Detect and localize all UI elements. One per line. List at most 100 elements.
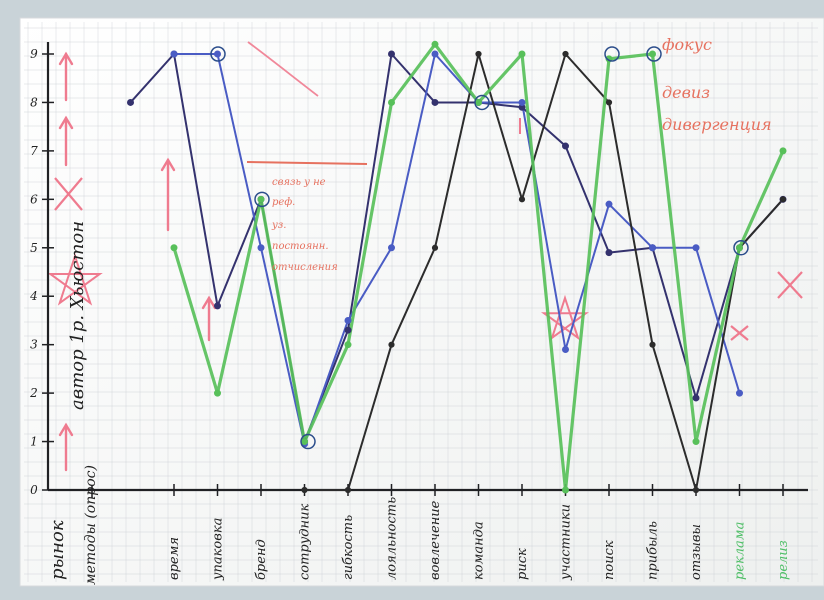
note-2: уз. bbox=[271, 220, 286, 231]
series-2-point-10 bbox=[562, 50, 569, 58]
y-tick-label-0: 0 bbox=[30, 483, 38, 497]
series-1-point-1 bbox=[170, 50, 178, 58]
x-tick-label-9: участники bbox=[559, 504, 574, 581]
series-0-point-5 bbox=[344, 326, 352, 334]
highlight-ring-2 bbox=[300, 433, 316, 450]
x-tick-label-2: бренд bbox=[254, 539, 269, 580]
x-tick-label-14: релиз bbox=[776, 540, 791, 580]
highlight-ring-6 bbox=[733, 240, 749, 256]
series-2-point-11 bbox=[605, 99, 613, 106]
series-3-point-9 bbox=[518, 50, 526, 58]
series-line-0 bbox=[129, 53, 784, 443]
sketch-arrowhead-4 bbox=[201, 295, 217, 310]
series-3-point-3 bbox=[257, 195, 265, 203]
highlight-ring-5 bbox=[646, 46, 662, 62]
series-2-point-8 bbox=[475, 50, 482, 58]
series-0-point-11 bbox=[605, 249, 613, 257]
y-tick-label-1: 1 bbox=[30, 435, 38, 449]
y-tick-label-9: 9 bbox=[30, 47, 38, 61]
series-3-point-15 bbox=[779, 147, 787, 155]
sketch-arrowhead-1 bbox=[58, 51, 74, 66]
x-tick-label-11: прибыль bbox=[646, 521, 661, 580]
legend-item-1: девиз bbox=[662, 83, 710, 102]
series-2-point-9 bbox=[518, 196, 526, 203]
grid bbox=[24, 22, 818, 582]
series-1-point-6 bbox=[388, 244, 395, 252]
x-tick-label-13: реклама bbox=[733, 522, 748, 580]
sketch-cross-b-0 bbox=[54, 177, 83, 211]
series-3-point-12 bbox=[649, 50, 656, 58]
x-tick-label-10: поиск bbox=[602, 540, 617, 580]
y-tick-label-3: 3 bbox=[30, 338, 38, 352]
y-axis-note: автор 1р. Хьюстон bbox=[67, 221, 88, 410]
series-3-point-1 bbox=[170, 244, 178, 252]
series-3-point-2 bbox=[214, 389, 221, 397]
sketch-note-scribble bbox=[247, 41, 319, 97]
note-4: отчисления bbox=[272, 262, 338, 273]
series-2-point-4 bbox=[301, 486, 308, 494]
series-1-point-10 bbox=[562, 346, 569, 354]
x-tick-label-0: время bbox=[167, 537, 182, 580]
note-3: постоянн. bbox=[272, 241, 329, 252]
series-1-point-14 bbox=[736, 389, 743, 397]
sketch-arrowhead-0 bbox=[58, 422, 74, 437]
lead-label-1: методы (опрос) bbox=[83, 465, 99, 585]
series-0-point-2 bbox=[214, 302, 221, 310]
y-tick-label-2: 2 bbox=[29, 386, 38, 400]
series-1-point-5 bbox=[344, 316, 352, 324]
series-1-point-9 bbox=[518, 98, 526, 106]
series-line-1 bbox=[173, 53, 741, 445]
x-tick-label-6: вовлечение bbox=[428, 500, 443, 580]
x-tick-label-12: отзывы bbox=[689, 524, 704, 580]
note-0: связь у не bbox=[272, 177, 326, 188]
highlight-ring-3 bbox=[474, 94, 490, 111]
series-2-point-7 bbox=[431, 244, 439, 251]
series-3-point-10 bbox=[562, 486, 569, 494]
sketch-arrowhead-3 bbox=[160, 157, 176, 172]
sketch-marks bbox=[47, 41, 803, 472]
series-1-point-12 bbox=[649, 244, 656, 252]
series-2-point-12 bbox=[649, 341, 656, 348]
series-0-point-0 bbox=[127, 98, 134, 106]
x-tick-label-7: команда bbox=[472, 521, 487, 580]
series-0-point-7 bbox=[431, 98, 439, 106]
x-tick-label-1: упаковка bbox=[211, 518, 226, 581]
legend-item-0: фокус bbox=[662, 35, 712, 54]
lead-label-0: рынок bbox=[47, 520, 68, 580]
series-1-point-7 bbox=[431, 50, 439, 58]
y-tick-label-6: 6 bbox=[30, 192, 38, 206]
sketch-star-left bbox=[47, 252, 103, 306]
sketch-arrowhead-2 bbox=[58, 115, 74, 130]
series-0-point-13 bbox=[692, 394, 700, 402]
series-3-point-8 bbox=[475, 98, 482, 106]
y-tick-label-5: 5 bbox=[30, 241, 38, 255]
series-1-point-2 bbox=[214, 50, 221, 58]
series-3-point-4 bbox=[301, 438, 308, 446]
sketch-star-mid bbox=[540, 294, 590, 341]
y-tick-label-4: 4 bbox=[29, 289, 38, 303]
series-2-point-5 bbox=[344, 486, 352, 494]
series-points bbox=[127, 40, 787, 494]
note-1: реф. bbox=[272, 197, 295, 208]
series-1-point-11 bbox=[605, 200, 613, 208]
series-2-point-15 bbox=[779, 196, 787, 203]
x-tick-label-4: гибкость bbox=[341, 515, 356, 580]
highlight-ring-4 bbox=[604, 46, 620, 62]
series-1-point-3 bbox=[257, 244, 265, 252]
y-tick-label-7: 7 bbox=[30, 144, 38, 158]
series-3-point-5 bbox=[344, 341, 352, 349]
highlight-ring-1 bbox=[254, 191, 270, 208]
series-2-point-13 bbox=[692, 486, 700, 494]
y-tick-label-8: 8 bbox=[30, 95, 38, 109]
series-line-2 bbox=[303, 53, 784, 491]
labels: 0 1 2 3 4 5 6 7 8 9 время упаковка бренд сотрудник гиб… bbox=[29, 47, 791, 581]
series-3-point-6 bbox=[388, 98, 395, 106]
x-tick-label-8: риск bbox=[515, 548, 530, 580]
sketch-cross-b-1 bbox=[777, 271, 803, 299]
series-1-point-13 bbox=[692, 244, 700, 252]
series-0-point-6 bbox=[388, 50, 395, 58]
series-3-point-7 bbox=[431, 40, 439, 48]
sketch-note-line bbox=[246, 161, 368, 165]
